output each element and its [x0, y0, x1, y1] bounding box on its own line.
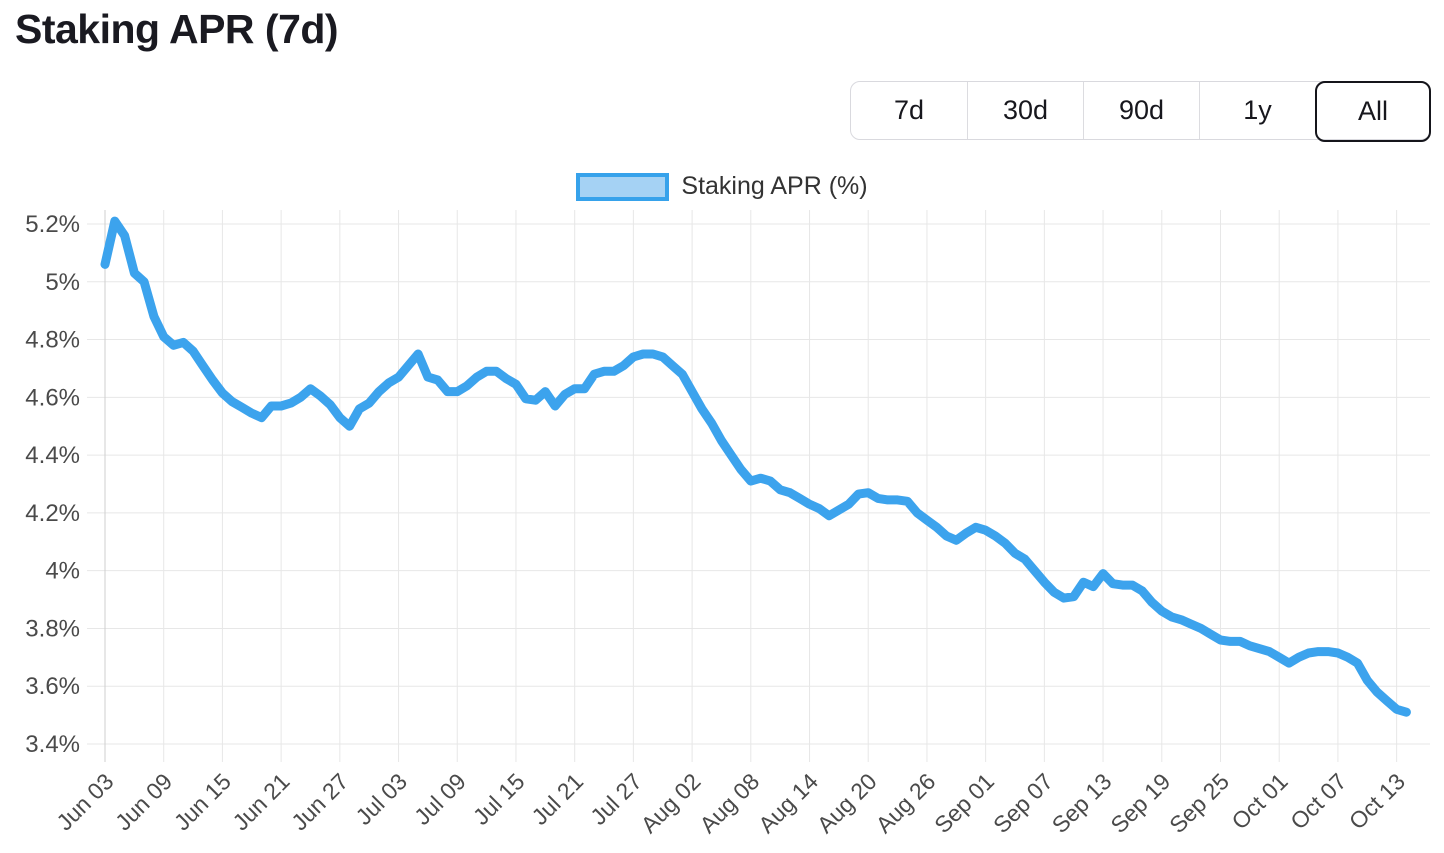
chart-grid: [87, 210, 1430, 762]
svg-text:4%: 4%: [45, 558, 80, 585]
legend-label: Staking APR (%): [681, 172, 868, 200]
svg-text:Jul 03: Jul 03: [350, 768, 412, 830]
svg-text:Jun 03: Jun 03: [51, 768, 118, 835]
time-range-group: 7d 30d 90d 1y All: [850, 81, 1431, 142]
legend-swatch: [576, 172, 670, 201]
svg-text:3.4%: 3.4%: [25, 731, 80, 758]
range-button-1y[interactable]: 1y: [1199, 82, 1315, 139]
svg-text:Aug 20: Aug 20: [812, 768, 882, 838]
svg-text:Aug 02: Aug 02: [636, 768, 706, 838]
svg-text:Jun 15: Jun 15: [169, 768, 236, 835]
svg-text:Sep 07: Sep 07: [988, 768, 1058, 838]
svg-text:3.6%: 3.6%: [25, 673, 80, 700]
svg-text:Jun 27: Jun 27: [286, 768, 353, 835]
svg-text:Sep 01: Sep 01: [929, 768, 999, 838]
svg-text:Jul 21: Jul 21: [526, 768, 588, 830]
svg-text:Sep 13: Sep 13: [1047, 768, 1117, 838]
svg-text:Oct 01: Oct 01: [1226, 768, 1292, 834]
svg-text:Aug 14: Aug 14: [753, 768, 823, 838]
svg-text:4.2%: 4.2%: [25, 500, 80, 527]
svg-text:5%: 5%: [45, 269, 80, 296]
svg-text:Sep 19: Sep 19: [1105, 768, 1175, 838]
svg-text:Jul 15: Jul 15: [468, 768, 530, 830]
svg-text:4.8%: 4.8%: [25, 327, 80, 354]
svg-text:Jun 09: Jun 09: [110, 768, 177, 835]
svg-text:Oct 07: Oct 07: [1285, 768, 1351, 834]
svg-text:Jun 21: Jun 21: [227, 768, 294, 835]
staking-apr-line: [100, 216, 1411, 717]
range-button-7d[interactable]: 7d: [851, 82, 967, 139]
page-title: Staking APR (7d): [15, 6, 339, 52]
legend-item[interactable]: Staking APR (%): [0, 172, 1444, 201]
svg-text:3.8%: 3.8%: [25, 615, 80, 642]
range-button-30d[interactable]: 30d: [967, 82, 1083, 139]
range-button-all[interactable]: All: [1315, 81, 1431, 142]
y-axis-labels: 5.2% 5% 4.8% 4.6% 4.4% 4.2% 4% 3.8% 3.6% 3.4%: [25, 211, 80, 758]
svg-text:Oct 13: Oct 13: [1344, 768, 1410, 834]
svg-text:Sep 25: Sep 25: [1164, 768, 1234, 838]
svg-text:5.2%: 5.2%: [25, 211, 80, 238]
svg-text:Aug 08: Aug 08: [694, 768, 764, 838]
svg-text:4.4%: 4.4%: [25, 442, 80, 469]
svg-text:Aug 26: Aug 26: [870, 768, 940, 838]
svg-text:4.6%: 4.6%: [25, 384, 80, 411]
svg-text:Jul 09: Jul 09: [409, 768, 471, 830]
range-button-90d[interactable]: 90d: [1083, 82, 1199, 139]
